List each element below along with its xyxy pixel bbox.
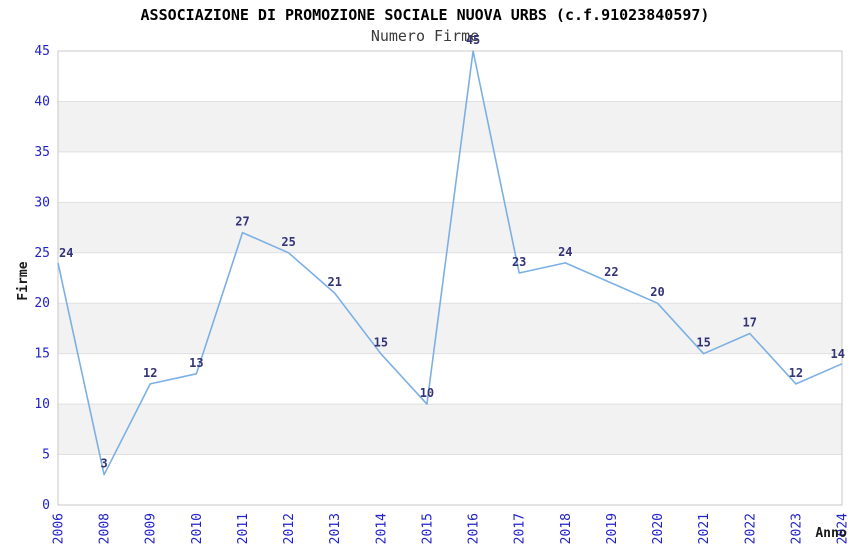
data-label: 12 — [143, 366, 157, 380]
data-label: 20 — [650, 285, 664, 299]
plot-border — [57, 50, 843, 506]
data-label: 25 — [281, 235, 295, 249]
background-band — [58, 101, 842, 152]
background-band — [58, 404, 842, 455]
y-tick-label: 15 — [34, 347, 50, 362]
x-tick-label: 2010 — [190, 513, 205, 544]
chart-title: ASSOCIAZIONE DI PROMOZIONE SOCIALE NUOVA… — [140, 6, 710, 24]
x-tick-label: 2006 — [52, 513, 67, 544]
x-tick-label: 2011 — [236, 513, 251, 544]
y-tick-label: 25 — [34, 246, 50, 261]
data-label: 22 — [604, 265, 618, 279]
series-line — [57, 50, 843, 476]
y-tick-label: 35 — [34, 145, 50, 160]
data-label: 23 — [512, 255, 526, 269]
x-tick-label: 2014 — [374, 513, 389, 544]
x-tick-label: 2024 — [836, 513, 850, 544]
data-label: 15 — [696, 336, 710, 350]
background-band — [58, 303, 842, 354]
y-tick-label: 45 — [34, 44, 50, 59]
x-tick-label: 2020 — [651, 513, 666, 544]
x-tick-label: 2018 — [559, 513, 574, 544]
x-tick-label: 2008 — [98, 513, 113, 544]
data-label: 14 — [831, 347, 845, 361]
y-tick-label: 0 — [42, 498, 50, 513]
data-label: 17 — [743, 315, 757, 329]
x-tick-label: 2019 — [605, 513, 620, 544]
data-label: 15 — [374, 336, 388, 350]
y-axis-title: Firme — [16, 261, 31, 300]
x-tick-label: 2009 — [144, 513, 159, 544]
data-label: 13 — [189, 356, 203, 370]
data-label: 10 — [420, 386, 434, 400]
data-label: 3 — [101, 457, 108, 471]
x-tick-label: 2022 — [743, 513, 758, 544]
y-tick-label: 10 — [34, 397, 50, 412]
x-tick-label: 2023 — [789, 513, 804, 544]
x-tick-label: 2016 — [467, 513, 482, 544]
y-tick-label: 40 — [34, 94, 50, 109]
x-axis-title: Anno — [815, 526, 846, 541]
data-label: 27 — [235, 215, 249, 229]
data-label: 24 — [59, 246, 73, 260]
x-tick-label: 2017 — [513, 513, 528, 544]
data-label: 45 — [466, 33, 480, 47]
y-tick-label: 30 — [34, 195, 50, 210]
chart-subtitle: Numero Firme — [370, 27, 480, 45]
y-tick-label: 5 — [42, 448, 50, 463]
data-label: 12 — [789, 366, 803, 380]
x-tick-label: 2021 — [697, 513, 712, 544]
x-tick-label: 2012 — [282, 513, 297, 544]
x-tick-label: 2015 — [420, 513, 435, 544]
data-label: 24 — [558, 245, 572, 259]
data-label: 21 — [327, 275, 341, 289]
y-tick-label: 20 — [34, 296, 50, 311]
x-tick-label: 2013 — [328, 513, 343, 544]
